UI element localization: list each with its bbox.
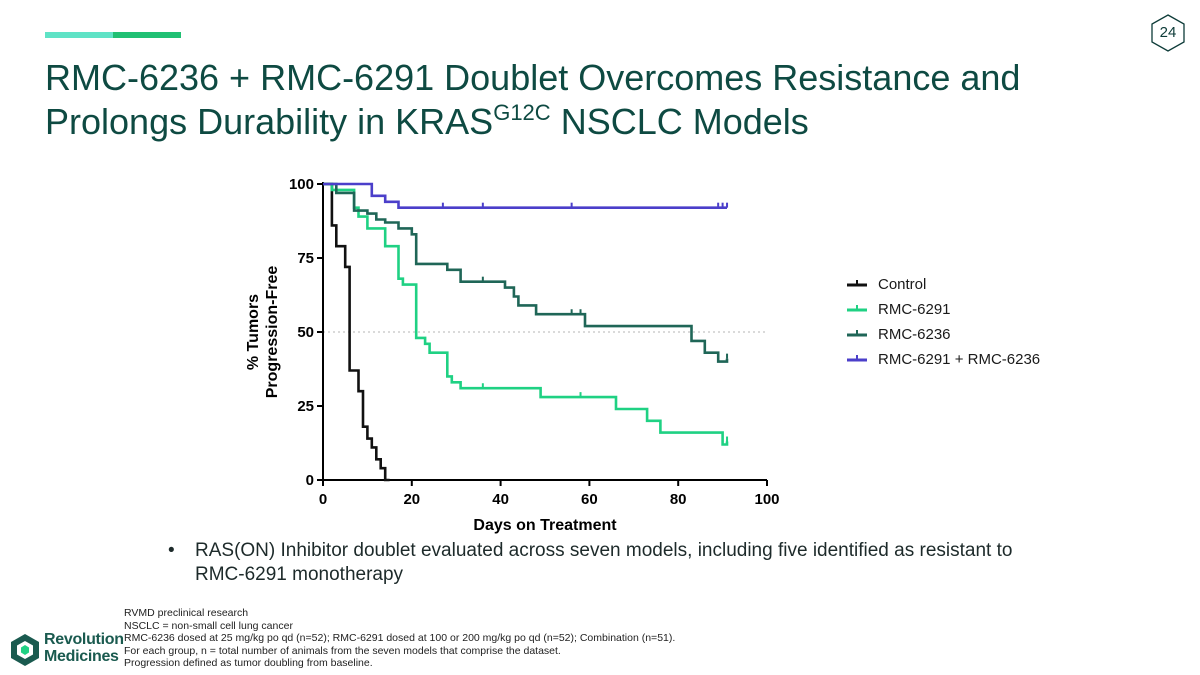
slide-title: RMC-6236 + RMC-6291 Doublet Overcomes Re… [45, 56, 1105, 144]
series-line-rmc-6291 [323, 182, 729, 446]
accent-bar [45, 32, 181, 38]
km-chart: 0 25 50 75 100 0 20 40 60 80 100 Days on Treatment%… [230, 165, 830, 545]
title-line-1: RMC-6236 + RMC-6291 Doublet Overcomes Re… [45, 57, 1021, 98]
footnote: For each group, n = total number of anim… [124, 644, 561, 657]
title-line-2-end: NSCLC Models [550, 101, 809, 142]
legend-swatch-control [847, 280, 867, 287]
legend-label-control: Control [878, 276, 927, 293]
footnote: Progression defined as tumor doubling fr… [124, 657, 373, 669]
legend-label-rmc-6291: RMC-6291 [878, 301, 951, 318]
y-tick-label: 25 [297, 398, 314, 415]
accent-bar-dark [113, 32, 181, 38]
page-number-badge: 24 [1151, 14, 1185, 52]
x-axis-title: Days on Treatment [473, 517, 617, 534]
y-tick-label: 0 [306, 472, 314, 489]
footnote: NSCLC = non-small cell lung cancer [124, 619, 293, 632]
hexagon-icon [1151, 14, 1185, 52]
y-axis-title-line2: Progression-Free [264, 266, 281, 399]
page-number: 24 [1159, 24, 1177, 41]
logo-text-line1: Revolution [44, 631, 124, 648]
chart-legend: Control RMC-6291 RMC-6236 RMC-6291 + RMC… [845, 274, 1075, 374]
accent-bar-light [45, 32, 113, 38]
legend-item-rmc-6291: RMC-6291 [845, 299, 1075, 324]
x-tick-label: 80 [670, 491, 687, 508]
logo-text-line2: Medicines [44, 648, 119, 665]
y-tick-label: 100 [289, 176, 314, 193]
legend-item-control: Control [845, 274, 1075, 299]
legend-swatch-rmc-6236 [847, 330, 867, 337]
footnote: RMC-6236 dosed at 25 mg/kg po qd (n=52);… [124, 632, 676, 644]
x-tick-label: 20 [403, 491, 420, 508]
title-line-2-start: Prolongs Durability in KRAS [45, 101, 494, 142]
legend-swatch-combination [847, 355, 867, 362]
series-line-rmc-6291-rmc-6236 [323, 182, 727, 210]
logo-mark-icon [11, 634, 39, 666]
footnote: RVMD preclinical research [124, 607, 249, 619]
legend-label-combination: RMC-6291 + RMC-6236 [878, 351, 1041, 368]
x-tick-label: 0 [319, 491, 327, 508]
series-line-control [323, 182, 390, 482]
logo-text: Revolution Medicines [44, 631, 124, 665]
legend-label-rmc-6236: RMC-6236 [878, 326, 951, 343]
footnotes: RVMD preclinical research NSCLC = non-sm… [124, 607, 824, 670]
legend-swatch-rmc-6291 [847, 305, 867, 312]
x-tick-label: 60 [581, 491, 598, 508]
x-tick-label: 40 [492, 491, 509, 508]
y-axis-title-line1: % Tumors [245, 294, 262, 370]
series-line-rmc-6236 [323, 182, 729, 363]
y-tick-label: 50 [297, 324, 314, 341]
bullet-marker: • [168, 540, 175, 561]
title-superscript: G12C [493, 100, 551, 125]
y-tick-label: 75 [297, 250, 314, 267]
bullet-text: RAS(ON) Inhibitor doublet evaluated acro… [195, 540, 1013, 585]
title-line-2: Prolongs Durability in KRASG12C NSCLC Mo… [45, 100, 1105, 144]
legend-item-combination: RMC-6291 + RMC-6236 [845, 349, 1075, 374]
km-chart-svg: 0 25 50 75 100 0 20 40 60 80 100 Days on Treatment%… [245, 176, 780, 534]
legend-item-rmc-6236: RMC-6236 [845, 324, 1075, 349]
company-logo: Revolution Medicines [10, 630, 124, 670]
x-tick-label: 100 [754, 491, 779, 508]
